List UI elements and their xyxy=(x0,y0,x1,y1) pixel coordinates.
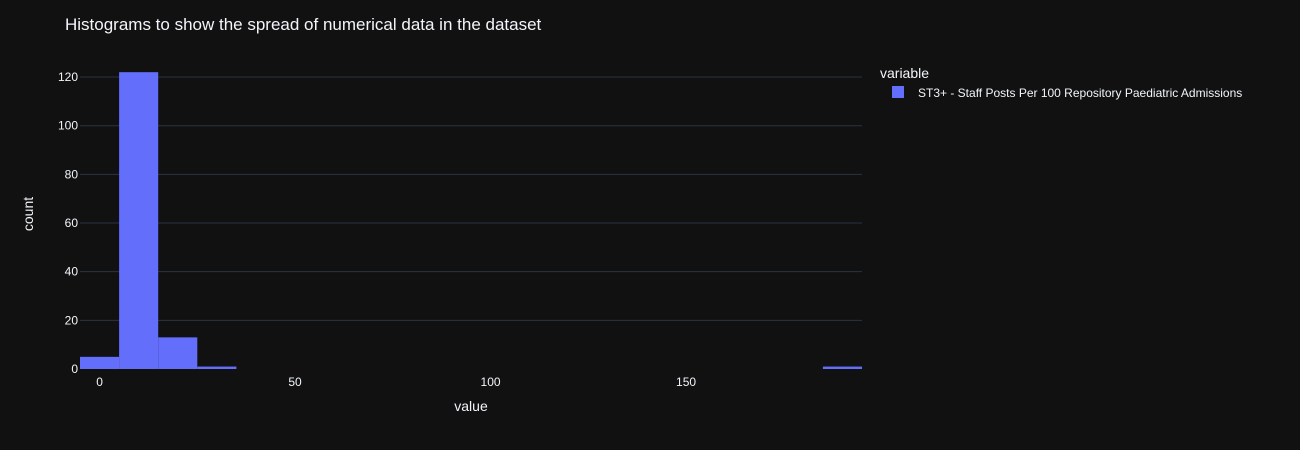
x-tick-label: 100 xyxy=(481,375,501,389)
y-tick-label: 120 xyxy=(58,70,78,84)
y-tick-labels: 0 20 40 60 80 100 120 xyxy=(58,70,78,376)
histogram-bar[interactable] xyxy=(197,366,237,369)
legend-item[interactable]: ST3+ - Staff Posts Per 100 Repository Pa… xyxy=(892,86,1242,100)
chart-title: Histograms to show the spread of numeric… xyxy=(65,15,542,34)
x-tick-label: 50 xyxy=(288,375,302,389)
legend-swatch xyxy=(892,86,904,98)
x-tick-label: 0 xyxy=(96,375,103,389)
y-tick-label: 0 xyxy=(71,362,78,376)
x-tick-label: 150 xyxy=(676,375,696,389)
grid-lines xyxy=(80,76,862,321)
histogram-bar[interactable] xyxy=(119,72,159,370)
y-tick-label: 80 xyxy=(65,167,79,181)
legend[interactable]: variable ST3+ - Staff Posts Per 100 Repo… xyxy=(880,65,1242,100)
bars[interactable] xyxy=(80,72,862,370)
y-axis-title: count xyxy=(20,197,36,231)
y-tick-label: 100 xyxy=(58,119,78,133)
y-tick-label: 20 xyxy=(65,313,79,327)
histogram-bar[interactable] xyxy=(158,337,198,369)
x-axis-title: value xyxy=(454,398,488,414)
histogram-bar[interactable] xyxy=(822,366,862,369)
legend-title: variable xyxy=(880,65,929,81)
x-tick-labels: 0 50 100 150 xyxy=(96,375,696,389)
histogram-bar[interactable] xyxy=(80,356,120,369)
y-tick-label: 60 xyxy=(65,216,79,230)
y-tick-label: 40 xyxy=(65,265,79,279)
legend-item-label: ST3+ - Staff Posts Per 100 Repository Pa… xyxy=(918,86,1242,100)
